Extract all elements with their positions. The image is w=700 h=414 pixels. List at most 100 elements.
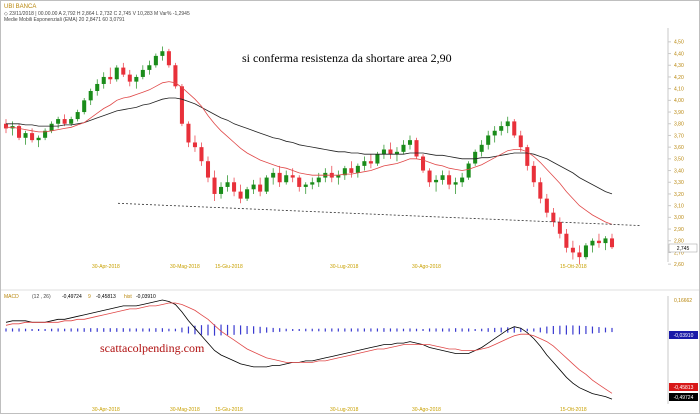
candle bbox=[609, 233, 615, 249]
macd-histogram bbox=[5, 324, 613, 336]
candle bbox=[342, 165, 347, 180]
histogram-bar bbox=[402, 328, 405, 332]
ema60-line bbox=[6, 97, 613, 195]
price-tick-label: 3,00 bbox=[674, 215, 684, 221]
date-axis-bottom: 30-Apr-2018 30-Mag-2018 15-Giu-2018 30-Lug-… bbox=[92, 407, 587, 413]
candle bbox=[512, 119, 517, 138]
candle bbox=[153, 53, 158, 68]
candle-body bbox=[147, 65, 152, 70]
candle bbox=[271, 168, 276, 185]
candle-body bbox=[140, 69, 145, 77]
candle bbox=[440, 170, 445, 185]
last-price-label: 2,745 bbox=[677, 246, 690, 252]
histogram-bar bbox=[578, 325, 581, 335]
candle-body bbox=[512, 121, 517, 136]
price-tick-label: 4,50 bbox=[674, 40, 684, 46]
candle-body bbox=[108, 76, 113, 80]
histogram-bar bbox=[520, 327, 522, 333]
candle-body bbox=[101, 76, 106, 84]
histogram-bar bbox=[409, 328, 411, 332]
macd-axis-top: 0,16662 bbox=[674, 298, 692, 304]
histogram-bar bbox=[155, 328, 157, 332]
candle bbox=[583, 243, 588, 260]
histogram-bar bbox=[337, 328, 339, 332]
price-tick-label: 2,70 bbox=[674, 250, 684, 256]
histogram-bar bbox=[292, 329, 294, 331]
candle bbox=[381, 144, 386, 159]
histogram-bar bbox=[311, 328, 313, 332]
histogram-bar bbox=[253, 326, 255, 334]
candle-body bbox=[421, 156, 426, 171]
candle-body bbox=[355, 165, 360, 173]
histogram-bar bbox=[455, 328, 457, 332]
histogram-bar bbox=[239, 325, 242, 335]
candle bbox=[108, 67, 113, 84]
candle-body bbox=[525, 147, 530, 166]
candle bbox=[3, 119, 9, 134]
histogram-bar bbox=[324, 328, 326, 332]
candle-body bbox=[310, 182, 315, 185]
candle-body bbox=[596, 240, 601, 244]
candle bbox=[245, 186, 250, 201]
price-tick-label: 3,60 bbox=[674, 145, 684, 151]
histogram-bar bbox=[376, 328, 379, 332]
histogram-bar bbox=[363, 328, 365, 332]
histogram-bar bbox=[513, 327, 515, 333]
candle bbox=[505, 116, 510, 134]
annotation-text: si conferma resistenza da shortare area … bbox=[242, 51, 452, 65]
candle-body bbox=[56, 119, 61, 124]
macd-badge-label: -0,49724 bbox=[674, 395, 694, 401]
candle-body bbox=[199, 147, 204, 162]
candle-body bbox=[381, 149, 386, 155]
candle-body bbox=[49, 123, 54, 131]
candle bbox=[212, 170, 217, 201]
candle-body bbox=[388, 149, 393, 155]
last-price-badge: 2,745 bbox=[668, 243, 698, 253]
histogram-bar bbox=[298, 329, 300, 331]
candle bbox=[349, 161, 354, 178]
histogram-bar bbox=[474, 329, 476, 331]
histogram-bar bbox=[259, 326, 261, 334]
candle bbox=[310, 177, 315, 190]
histogram-bar bbox=[31, 329, 33, 331]
price-panel: 4,50 4,40 4,30 4,20 4,10 4,00 3,90 3,80 3,70 3,60… bbox=[3, 28, 698, 270]
histogram-bar bbox=[220, 324, 222, 336]
price-tick-label: 3,10 bbox=[674, 203, 684, 209]
candle bbox=[114, 65, 119, 82]
date-label-top: 30-Ago-2018 bbox=[412, 264, 441, 270]
candle bbox=[23, 130, 28, 145]
candle bbox=[368, 154, 373, 169]
macd-header: MACD (12 , 26) -0,49724 9 -0,45813 hist … bbox=[4, 294, 156, 300]
candle-body bbox=[349, 168, 354, 173]
candle-body bbox=[407, 140, 413, 145]
candle bbox=[421, 154, 426, 173]
candle-body bbox=[186, 123, 191, 143]
candle-body bbox=[290, 175, 295, 178]
candle bbox=[518, 130, 523, 152]
histogram-bar bbox=[552, 325, 554, 335]
histogram-bar bbox=[572, 325, 574, 335]
candle-body bbox=[375, 154, 380, 164]
histogram-bar bbox=[57, 328, 59, 332]
histogram-bar bbox=[546, 326, 548, 334]
candle bbox=[82, 98, 87, 115]
candle bbox=[531, 161, 536, 187]
candle-body bbox=[303, 184, 308, 187]
candle bbox=[466, 161, 471, 180]
candle bbox=[551, 207, 556, 227]
candle-body bbox=[336, 175, 341, 178]
histogram-bar bbox=[448, 328, 450, 332]
histogram-bar bbox=[142, 328, 144, 332]
candle-body bbox=[192, 142, 197, 148]
histogram-bar bbox=[181, 327, 183, 333]
histogram-bar bbox=[305, 328, 307, 332]
candle bbox=[427, 168, 432, 187]
candle bbox=[486, 130, 491, 150]
histogram-bar bbox=[213, 324, 216, 336]
histogram-bar bbox=[526, 328, 528, 332]
candle-body bbox=[518, 135, 523, 148]
histogram-bar bbox=[468, 328, 470, 332]
macd-badge: -0,49724 bbox=[669, 393, 698, 401]
candle-body bbox=[434, 179, 439, 183]
